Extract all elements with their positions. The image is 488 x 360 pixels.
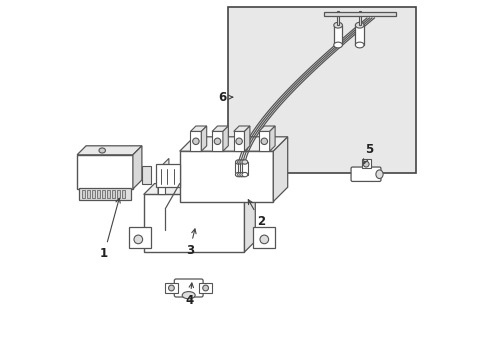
FancyBboxPatch shape bbox=[81, 190, 85, 198]
Ellipse shape bbox=[235, 172, 241, 177]
FancyBboxPatch shape bbox=[87, 190, 90, 198]
FancyBboxPatch shape bbox=[242, 162, 247, 175]
Ellipse shape bbox=[333, 22, 342, 28]
Ellipse shape bbox=[182, 292, 195, 299]
Ellipse shape bbox=[235, 138, 242, 145]
Polygon shape bbox=[223, 126, 228, 151]
FancyBboxPatch shape bbox=[156, 164, 179, 187]
Polygon shape bbox=[158, 158, 168, 194]
FancyBboxPatch shape bbox=[143, 194, 244, 252]
FancyBboxPatch shape bbox=[253, 227, 275, 248]
FancyBboxPatch shape bbox=[361, 159, 370, 168]
FancyBboxPatch shape bbox=[239, 162, 245, 175]
Ellipse shape bbox=[363, 161, 368, 167]
Ellipse shape bbox=[375, 170, 382, 179]
Polygon shape bbox=[179, 137, 287, 151]
FancyBboxPatch shape bbox=[179, 151, 273, 202]
Polygon shape bbox=[133, 146, 142, 189]
Text: 3: 3 bbox=[185, 229, 196, 257]
Ellipse shape bbox=[214, 138, 220, 145]
Ellipse shape bbox=[99, 148, 105, 153]
Ellipse shape bbox=[203, 285, 208, 291]
Ellipse shape bbox=[235, 160, 241, 164]
FancyBboxPatch shape bbox=[107, 190, 110, 198]
Ellipse shape bbox=[333, 42, 342, 48]
FancyBboxPatch shape bbox=[122, 190, 125, 198]
Text: 2: 2 bbox=[248, 200, 264, 228]
Polygon shape bbox=[244, 126, 249, 151]
Text: 4: 4 bbox=[185, 283, 194, 307]
Polygon shape bbox=[269, 126, 275, 151]
FancyBboxPatch shape bbox=[158, 169, 165, 194]
FancyBboxPatch shape bbox=[92, 190, 95, 198]
FancyBboxPatch shape bbox=[102, 190, 105, 198]
Polygon shape bbox=[273, 137, 287, 202]
Polygon shape bbox=[244, 184, 255, 252]
Polygon shape bbox=[201, 126, 206, 151]
FancyBboxPatch shape bbox=[117, 190, 120, 198]
Polygon shape bbox=[258, 126, 275, 131]
FancyBboxPatch shape bbox=[228, 7, 415, 173]
FancyBboxPatch shape bbox=[333, 25, 342, 45]
Ellipse shape bbox=[237, 160, 243, 164]
FancyBboxPatch shape bbox=[237, 162, 243, 175]
FancyBboxPatch shape bbox=[190, 131, 201, 151]
Ellipse shape bbox=[168, 285, 174, 291]
FancyBboxPatch shape bbox=[77, 155, 133, 189]
Ellipse shape bbox=[237, 172, 243, 177]
Polygon shape bbox=[143, 184, 255, 194]
FancyBboxPatch shape bbox=[165, 283, 178, 293]
FancyBboxPatch shape bbox=[336, 11, 339, 25]
Ellipse shape bbox=[242, 160, 247, 164]
Polygon shape bbox=[190, 126, 206, 131]
Ellipse shape bbox=[239, 160, 245, 164]
FancyBboxPatch shape bbox=[199, 283, 212, 293]
Ellipse shape bbox=[192, 138, 199, 145]
Text: 5: 5 bbox=[363, 143, 373, 164]
Text: 1: 1 bbox=[100, 198, 120, 260]
FancyBboxPatch shape bbox=[350, 167, 380, 181]
FancyBboxPatch shape bbox=[112, 190, 115, 198]
Text: 6: 6 bbox=[218, 91, 232, 104]
FancyBboxPatch shape bbox=[97, 190, 100, 198]
Polygon shape bbox=[212, 126, 228, 131]
Polygon shape bbox=[77, 146, 142, 155]
Ellipse shape bbox=[355, 22, 363, 28]
FancyBboxPatch shape bbox=[142, 166, 151, 184]
Ellipse shape bbox=[355, 42, 363, 48]
Ellipse shape bbox=[260, 235, 268, 244]
Ellipse shape bbox=[239, 172, 245, 177]
FancyBboxPatch shape bbox=[358, 11, 360, 25]
FancyBboxPatch shape bbox=[212, 131, 223, 151]
FancyBboxPatch shape bbox=[79, 188, 131, 200]
FancyBboxPatch shape bbox=[355, 25, 363, 45]
FancyBboxPatch shape bbox=[129, 227, 151, 248]
FancyBboxPatch shape bbox=[258, 131, 269, 151]
FancyBboxPatch shape bbox=[174, 279, 203, 297]
Ellipse shape bbox=[261, 138, 267, 145]
FancyBboxPatch shape bbox=[235, 162, 241, 175]
FancyBboxPatch shape bbox=[323, 12, 395, 16]
Ellipse shape bbox=[134, 235, 142, 244]
Ellipse shape bbox=[242, 172, 247, 177]
Polygon shape bbox=[233, 126, 249, 131]
FancyBboxPatch shape bbox=[233, 131, 244, 151]
